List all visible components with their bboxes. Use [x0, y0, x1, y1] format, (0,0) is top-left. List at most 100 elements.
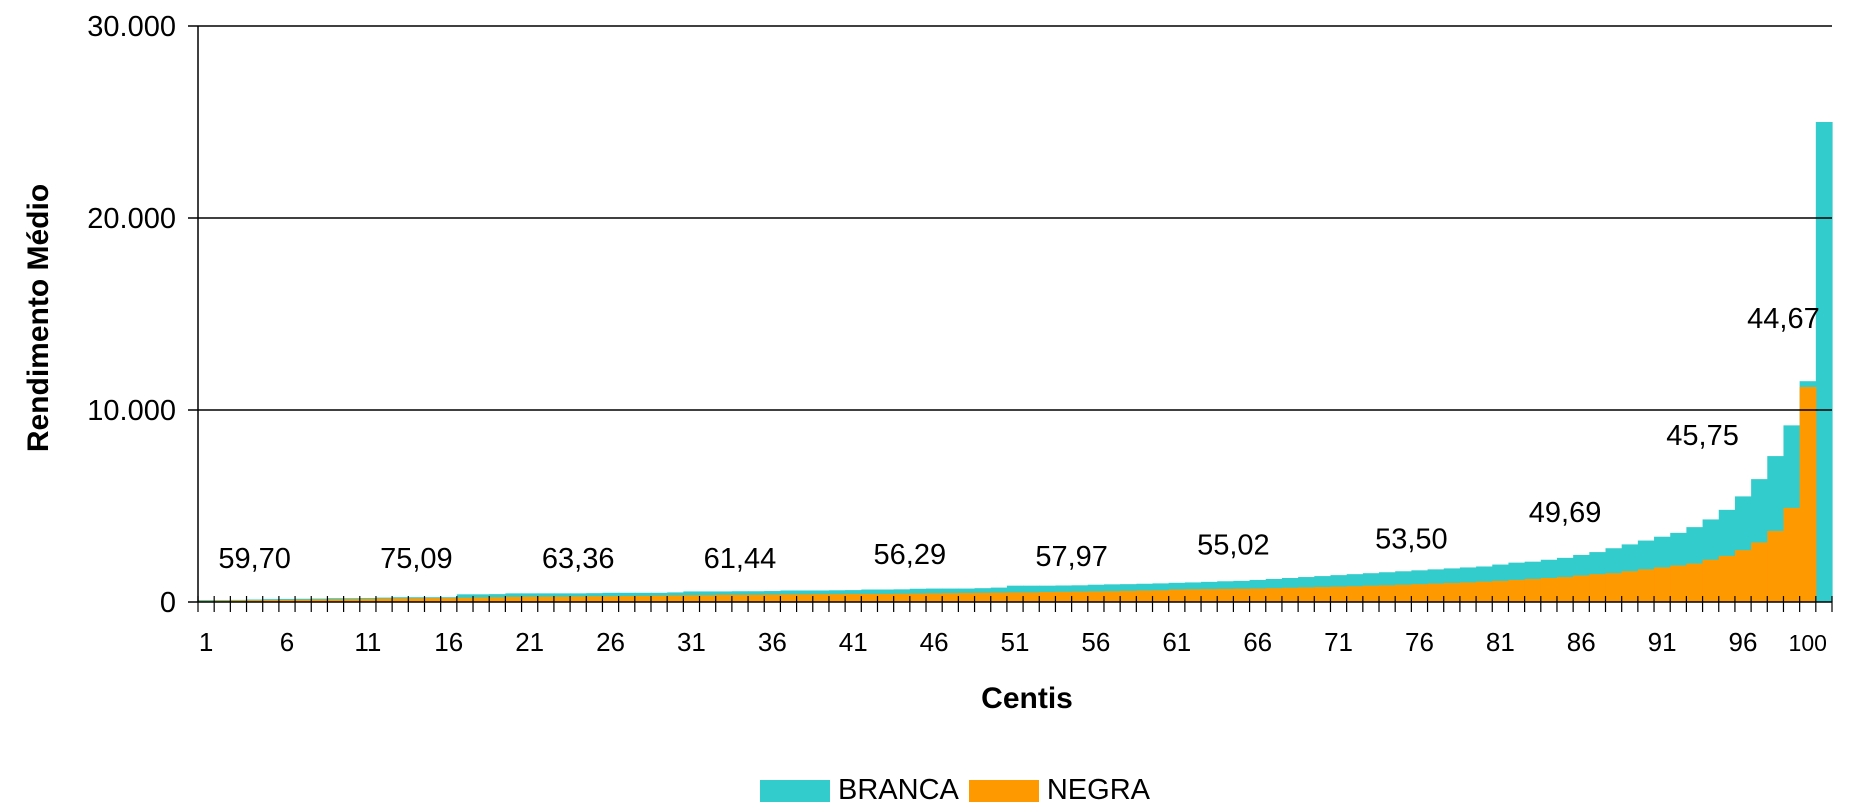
area-column-negra	[1686, 563, 1704, 602]
plot-background	[198, 26, 1832, 602]
area-column-negra	[262, 600, 280, 602]
area-column-negra	[1508, 579, 1526, 602]
area-column-negra	[748, 594, 765, 602]
area-column-negra	[1702, 559, 1720, 602]
x-tick-label: 41	[839, 627, 868, 657]
area-column-negra	[990, 592, 1008, 602]
data-label: 56,29	[874, 539, 947, 571]
area-column-negra	[926, 593, 943, 602]
x-tick-label: 100	[1789, 630, 1827, 656]
x-tick-label: 36	[758, 627, 787, 657]
x-tick-label: 31	[677, 627, 706, 657]
data-label: 49,69	[1529, 497, 1602, 529]
area-column-negra	[1459, 582, 1477, 602]
y-tick-label: 30.000	[87, 11, 176, 43]
x-tick-label: 11	[354, 627, 381, 657]
x-tick-label: 51	[1001, 627, 1030, 657]
area-column-negra	[1330, 586, 1348, 602]
area-column-negra	[1621, 571, 1639, 602]
area-column-negra	[796, 594, 814, 602]
area-column-negra	[1168, 589, 1186, 602]
x-tick-label: 26	[596, 627, 625, 657]
area-column-negra	[958, 592, 976, 602]
y-axis: 0 10.000 20.000 30.000	[87, 11, 199, 619]
area-column-negra	[537, 596, 555, 602]
data-label: 55,02	[1197, 529, 1270, 561]
area-column-negra	[1249, 588, 1267, 602]
area-column-negra	[1233, 588, 1251, 602]
area-column-negra	[1184, 589, 1202, 602]
area-column-negra	[1718, 555, 1736, 602]
area-column-negra	[521, 596, 539, 602]
y-tick-label: 0	[160, 587, 176, 619]
area-column-negra	[942, 593, 959, 602]
gridlines	[198, 25, 1832, 411]
x-tick-label: 71	[1324, 627, 1353, 657]
legend-label-negra: NEGRA	[1046, 774, 1150, 806]
area-column-negra	[602, 596, 620, 602]
area-column-negra	[699, 595, 717, 602]
area-column-negra	[473, 597, 490, 602]
area-column-negra	[375, 598, 393, 602]
area-column-negra	[570, 596, 587, 602]
area-column-negra	[343, 599, 361, 602]
area-column-negra	[553, 596, 571, 602]
area-column-negra	[1395, 584, 1412, 602]
legend-item-branca: BRANCA	[760, 774, 959, 807]
area-column-negra	[440, 598, 458, 602]
area-column-negra	[489, 597, 506, 602]
data-label: 53,50	[1375, 524, 1448, 556]
area-column-negra	[845, 593, 862, 602]
area-column-negra	[1087, 591, 1105, 602]
legend-swatch-negra	[968, 779, 1039, 802]
area-column-negra	[1298, 587, 1315, 602]
area-column-negra	[1071, 591, 1089, 602]
area-column-negra	[1362, 585, 1380, 602]
area-column-negra	[1281, 587, 1299, 602]
area-column-negra	[1751, 542, 1768, 602]
x-tick-label: 21	[515, 627, 544, 657]
x-tick-label: 56	[1081, 627, 1110, 657]
area-column-negra	[1379, 585, 1396, 602]
area-column-negra	[1120, 590, 1137, 602]
area-column-negra	[1540, 578, 1558, 602]
area-column-negra	[1411, 584, 1429, 602]
annotations: 59,70 75,09 63,36 61,44 56,29 57,97 55,02 53,50…	[218, 303, 1819, 575]
area-column-negra	[1589, 574, 1607, 602]
y-tick-label: 10.000	[87, 395, 176, 427]
area-column-negra	[1055, 591, 1073, 602]
area-column-negra	[1654, 567, 1671, 602]
area-column-negra	[424, 598, 442, 602]
area-column-negra	[1492, 580, 1510, 602]
area-column-negra	[1573, 575, 1590, 602]
area-column-negra	[1136, 590, 1154, 602]
legend-swatch-branca	[760, 779, 830, 802]
x-axis-label: Centis	[981, 682, 1073, 715]
area-column-negra	[909, 593, 927, 602]
area-column-negra	[246, 600, 264, 602]
data-label: 44,67	[1747, 303, 1820, 335]
area-column-negra	[715, 594, 733, 602]
area-column-negra	[1006, 592, 1024, 602]
x-tick-label: 91	[1648, 627, 1677, 657]
area-column-negra	[1265, 588, 1283, 602]
area-column-negra	[812, 594, 830, 602]
area-column-negra	[1217, 588, 1235, 602]
area-column-negra	[780, 594, 798, 602]
x-tick-label: 96	[1729, 627, 1758, 657]
area-column-negra	[683, 595, 701, 602]
y-axis-label: Rendimento Médio	[22, 184, 55, 452]
data-label: 45,75	[1666, 420, 1739, 452]
area-column-negra	[764, 594, 782, 602]
area-column-negra	[278, 599, 296, 602]
area-column-negra	[634, 595, 652, 602]
area-column-negra	[828, 594, 846, 602]
data-label: 75,09	[380, 543, 453, 575]
area-column-negra	[230, 600, 248, 602]
x-axis: 1 6 11 16 21 26 31 36 41 46 51 56 61 66 71 76 81 86 91 96 10…	[197, 596, 1833, 657]
area-column-negra	[327, 599, 345, 602]
area-column-negra	[1767, 530, 1785, 602]
area-column-branca	[1815, 122, 1833, 602]
x-tick-label: 46	[920, 627, 949, 657]
